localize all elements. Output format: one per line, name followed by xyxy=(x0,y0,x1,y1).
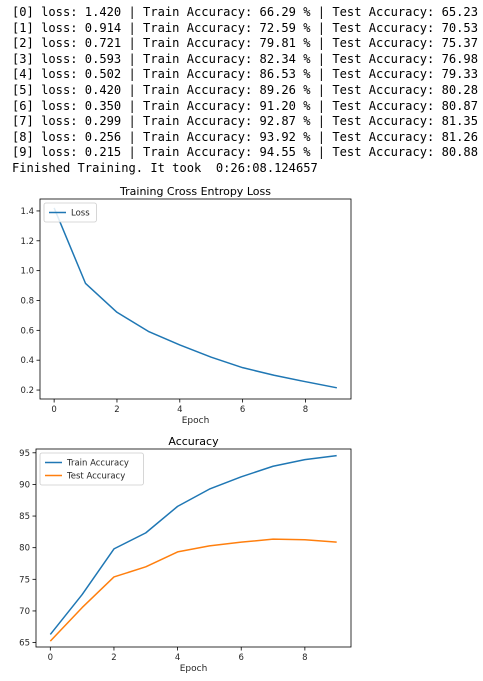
y-tick-label: 85 xyxy=(19,512,30,522)
data-point xyxy=(81,607,83,609)
y-tick-label: 0.2 xyxy=(20,386,34,396)
y-tick-label: 95 xyxy=(19,449,30,459)
data-point xyxy=(305,381,307,383)
data-point xyxy=(145,566,147,568)
y-tick-label: 1.4 xyxy=(20,207,34,217)
data-point xyxy=(116,311,118,313)
epoch-log-line: [3] loss: 0.593 | Train Accuracy: 82.34 … xyxy=(12,51,483,66)
data-point xyxy=(240,476,242,478)
data-point xyxy=(81,594,83,596)
y-tick-label: 70 xyxy=(19,607,30,617)
legend-label: Train Accuracy xyxy=(66,459,129,469)
chart-title: Training Cross Entropy Loss xyxy=(119,185,271,198)
data-point xyxy=(272,465,274,467)
epoch-log-line: [4] loss: 0.502 | Train Accuracy: 86.53 … xyxy=(12,67,483,82)
data-point xyxy=(304,539,306,541)
training-summary-line: Finished Training. It took 0:26:08.12465… xyxy=(12,160,318,175)
accuracy-chart: Accuracy 0 2 4 6 8 65 70 75 80 85 90 95 Epoch Train Ac… xyxy=(19,435,352,674)
data-point xyxy=(179,344,181,346)
y-tick-label: 1.2 xyxy=(20,237,34,247)
epoch-log-line: [2] loss: 0.721 | Train Accuracy: 79.81 … xyxy=(12,36,483,51)
x-tick-label: 4 xyxy=(175,653,180,663)
y-tick-label: 0.4 xyxy=(20,356,34,366)
legend-label: Test Accuracy xyxy=(66,472,125,482)
series-line-train-accuracy xyxy=(49,454,337,635)
plot-frame xyxy=(39,198,352,400)
data-point xyxy=(272,538,274,540)
series-line-loss xyxy=(53,207,338,389)
x-tick-label: 6 xyxy=(240,405,245,415)
y-tick-label: 90 xyxy=(19,480,30,490)
data-point xyxy=(177,551,179,553)
x-tick-label: 8 xyxy=(303,405,308,415)
x-tick-label: 8 xyxy=(302,653,307,663)
legend-box xyxy=(39,452,144,486)
y-tick-label: 1.0 xyxy=(20,267,34,277)
y-tick-label: 75 xyxy=(19,575,30,585)
y-tick-label: 80 xyxy=(19,544,30,554)
data-point xyxy=(113,576,115,578)
x-tick-label: 4 xyxy=(177,405,182,415)
data-point xyxy=(209,545,211,547)
x-tick-label: 0 xyxy=(48,653,53,663)
data-point xyxy=(336,387,338,389)
series-line-test-accuracy xyxy=(49,538,337,642)
data-point xyxy=(50,640,52,642)
data-point xyxy=(273,374,275,376)
training-log-output: [0] loss: 1.420 | Train Accuracy: 66.29 … xyxy=(12,5,483,177)
data-point xyxy=(240,541,242,543)
data-point xyxy=(148,331,150,333)
x-tick-label: 0 xyxy=(51,405,56,415)
epoch-log-line: [0] loss: 1.420 | Train Accuracy: 66.29 … xyxy=(12,5,483,19)
x-tick-label: 2 xyxy=(111,653,116,663)
epoch-log-line: [7] loss: 0.299 | Train Accuracy: 92.87 … xyxy=(12,114,483,129)
loss-chart: Training Cross Entropy Loss 0 2 4 6 8 0.2 0.4 0.… xyxy=(20,185,352,426)
data-point xyxy=(50,634,52,636)
y-tick-label: 0.8 xyxy=(20,296,34,306)
data-point xyxy=(113,548,115,550)
x-tick-label: 2 xyxy=(114,405,119,415)
legend-label: Loss xyxy=(71,209,90,219)
x-axis-label: Epoch xyxy=(182,416,210,426)
data-point xyxy=(336,541,338,543)
data-point xyxy=(242,367,244,369)
data-point xyxy=(145,532,147,534)
data-point xyxy=(210,356,212,358)
x-tick-label: 6 xyxy=(239,653,244,663)
chart-title: Accuracy xyxy=(168,435,219,448)
y-tick-label: 0.6 xyxy=(20,326,34,336)
epoch-log-line: [6] loss: 0.350 | Train Accuracy: 91.20 … xyxy=(12,98,483,113)
x-axis-label: Epoch xyxy=(180,664,208,674)
data-point xyxy=(336,455,338,457)
epoch-log-line: [9] loss: 0.215 | Train Accuracy: 94.55 … xyxy=(12,145,483,160)
data-point xyxy=(304,459,306,461)
epoch-log-line: [1] loss: 0.914 | Train Accuracy: 72.59 … xyxy=(12,20,483,35)
epoch-log-line: [8] loss: 0.256 | Train Accuracy: 93.92 … xyxy=(12,129,483,144)
data-point xyxy=(85,283,87,285)
data-point xyxy=(209,488,211,490)
data-point xyxy=(177,506,179,508)
y-tick-label: 65 xyxy=(19,639,30,649)
legend-box xyxy=(43,202,97,223)
epoch-log-line: [5] loss: 0.420 | Train Accuracy: 89.26 … xyxy=(12,82,483,97)
